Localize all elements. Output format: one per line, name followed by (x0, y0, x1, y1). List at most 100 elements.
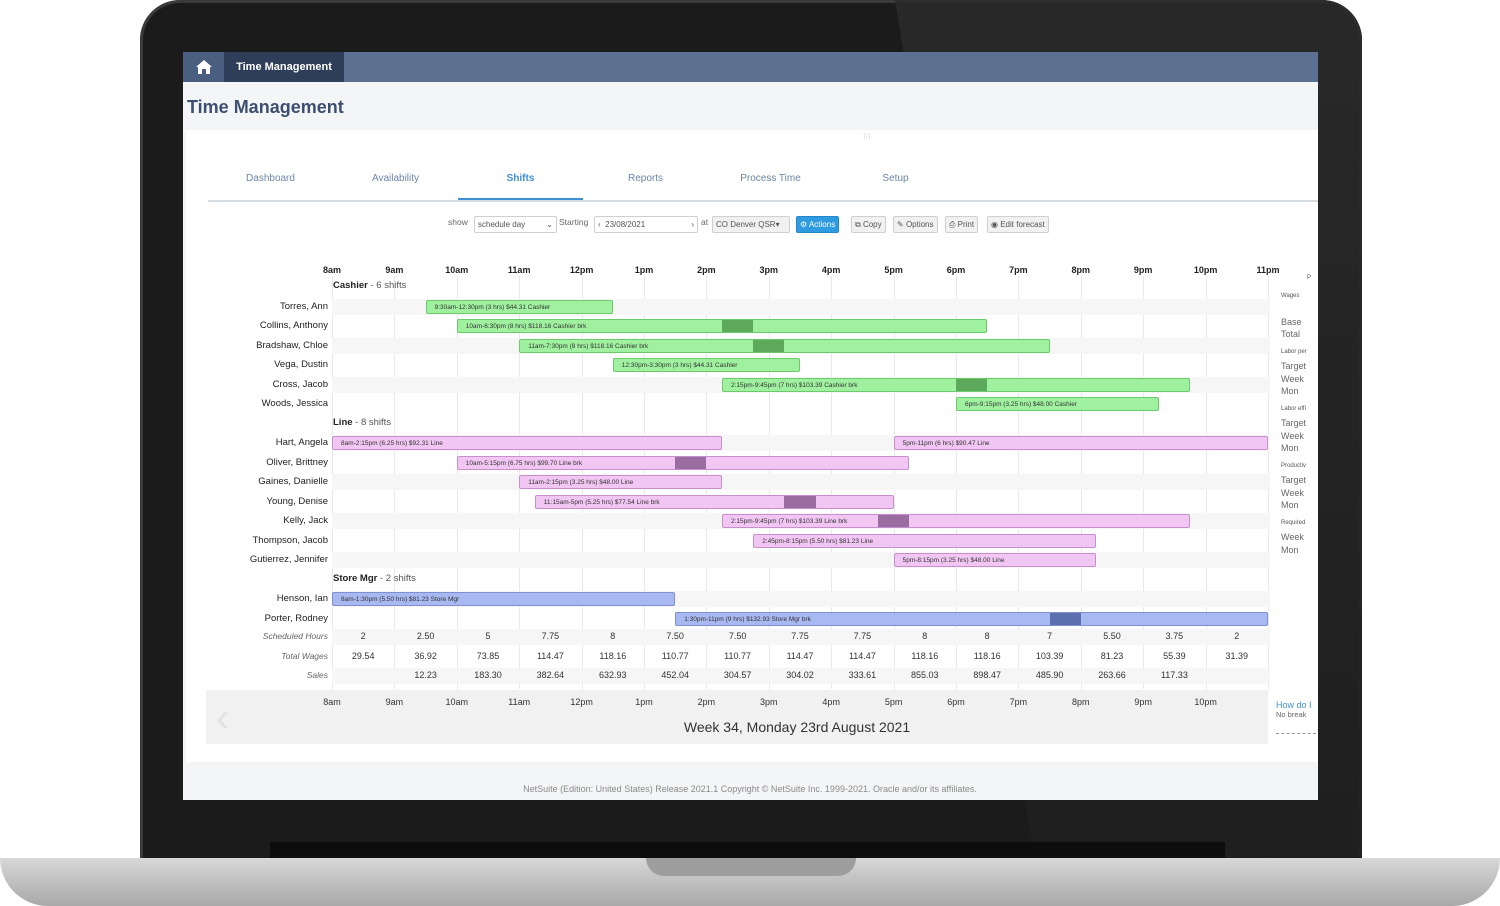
summary-value: 114.47 (848, 650, 876, 661)
tab-availability[interactable]: Availability (371, 173, 420, 184)
employee-name[interactable]: Oliver, Brittney (266, 456, 328, 468)
summary-value: 485.90 (1035, 670, 1064, 680)
shift-break-block (721, 320, 754, 332)
shift-bar[interactable]: 11am-7:30pm (8 hrs) $118.16 Cashier brk (519, 338, 1050, 353)
side-panel-item: Mon (1281, 545, 1299, 555)
shift-bar-label: 1:30pm-11pm (9 hrs) $132.93 Store Mgr br… (684, 615, 811, 623)
print-button[interactable]: ⎙ Print (945, 216, 979, 233)
shift-bar[interactable]: 5pm-11pm (6 hrs) $90.47 Line (893, 436, 1268, 450)
side-panel-item: Labor per (1281, 349, 1307, 355)
shift-break-block (675, 456, 707, 469)
drag-grip-icon[interactable]: ⁝⁝⁝ (863, 132, 871, 141)
tab-process-time[interactable]: Process Time (740, 173, 801, 184)
shift-bar[interactable]: 8am-2:15pm (6.25 hrs) $92.31 Line (332, 436, 722, 450)
employee-name[interactable]: Hart, Angela (275, 437, 328, 448)
tab-bar: Dashboard Availability Shifts Reports Pr… (208, 170, 1318, 202)
shift-bar-label: 2:15pm-9:45pm (7 hrs) $103.39 Cashier br… (731, 381, 858, 389)
shift-bar[interactable]: 6pm-9:15pm (3.25 hrs) $48.00 Cashier (956, 397, 1159, 411)
shift-bar[interactable]: 10am-6:30pm (8 hrs) $118.16 Cashier brk (456, 319, 988, 333)
bottom-hour-label: 2pm (697, 697, 716, 707)
shift-bar[interactable]: 10am-5:15pm (6.75 hrs) $99.70 Line brk (456, 455, 910, 470)
employee-name[interactable]: Gaines, Danielle (258, 476, 328, 487)
caret-down-icon: ▾ (775, 220, 780, 229)
shift-bar[interactable]: 1:30pm-11pm (9 hrs) $132.93 Store Mgr br… (675, 611, 1268, 626)
shift-break-block (956, 378, 988, 391)
employee-name[interactable]: Young, Denise (266, 495, 328, 507)
group-title: Cashier (333, 280, 368, 291)
timeline-footer: ‹ (206, 690, 1268, 744)
employee-name[interactable]: Collins, Anthony (259, 320, 328, 331)
summary-value: 7.75 (853, 631, 872, 641)
at-label: at (701, 217, 709, 227)
group-header-line: Line - 8 shifts (333, 417, 391, 428)
tab-setup[interactable]: Setup (882, 173, 909, 184)
edit-forecast-label: Edit forecast (1000, 220, 1045, 229)
side-panel-item: Mon (1281, 386, 1299, 396)
tab-shifts[interactable]: Shifts (458, 170, 583, 200)
shift-bar[interactable]: 5pm-8:15pm (3.25 hrs) $48.00 Line (893, 553, 1097, 567)
employee-name[interactable]: Bradshaw, Chloe (256, 339, 328, 351)
shift-bar[interactable]: 2:45pm-8:15pm (5.50 hrs) $81.23 Line (753, 533, 1097, 548)
shift-bar[interactable]: 11:15am-5pm (5.25 hrs) $77.54 Line brk (534, 494, 894, 509)
topbar-tab-time-management[interactable]: Time Management (224, 52, 344, 82)
edit-forecast-button[interactable]: ◉ Edit forecast (987, 216, 1049, 233)
employee-name[interactable]: Henson, Ian (276, 593, 328, 604)
show-select[interactable]: schedule day ⌄ (474, 216, 557, 233)
date-picker[interactable]: ‹ 23/08/2021 › (594, 216, 698, 233)
employee-name[interactable]: Thompson, Jacob (252, 534, 328, 546)
summary-value: 8 (984, 631, 990, 641)
hour-label: 9pm (1133, 265, 1153, 275)
side-panel-item: Mon (1281, 443, 1299, 453)
hour-label: 9am (385, 265, 404, 275)
chevron-right-icon[interactable]: › (691, 220, 694, 229)
date-value: 23/08/2021 (605, 220, 646, 229)
employee-name[interactable]: Porter, Rodney (264, 612, 328, 624)
hour-label: 8am (322, 265, 342, 275)
employee-name[interactable]: Cross, Jacob (272, 378, 328, 390)
shift-bar-label: 11am-7:30pm (8 hrs) $118.16 Cashier brk (528, 342, 649, 350)
summary-row-label: Scheduled Hours (262, 631, 328, 641)
bottom-hour-label: 9pm (1134, 697, 1152, 707)
previous-day-arrow-icon[interactable]: ‹ (216, 696, 230, 740)
location-select[interactable]: CO Denver QSR▾ (712, 216, 790, 233)
summary-value: 114.47 (786, 650, 814, 661)
summary-value: 183.30 (474, 670, 502, 680)
side-panel-item: Week (1281, 431, 1304, 441)
summary-value: 632.93 (599, 670, 627, 680)
shift-break-block (784, 495, 816, 508)
help-link[interactable]: How do I (1276, 700, 1312, 710)
side-panel-item: Week (1281, 488, 1304, 498)
employee-name[interactable]: Vega, Dustin (274, 359, 328, 370)
summary-value: 263.66 (1098, 670, 1126, 680)
bottom-hour-label: 9am (385, 697, 404, 707)
summary-value: 452.04 (661, 670, 689, 680)
employee-name[interactable]: Woods, Jessica (261, 398, 328, 409)
home-button[interactable] (183, 52, 224, 82)
side-panel-item: Week (1281, 374, 1304, 384)
bottom-hour-label: 8am (323, 697, 341, 707)
help-input[interactable] (1276, 727, 1316, 734)
hour-label: 3pm (759, 265, 779, 275)
bottom-hour-label: 7pm (1009, 697, 1028, 707)
tab-reports[interactable]: Reports (627, 173, 663, 184)
hour-label: 6pm (946, 265, 966, 275)
shift-bar[interactable]: 11am-2:15pm (3.25 hrs) $48.00 Line (519, 475, 722, 489)
shift-bar[interactable]: 9:30am-12:30pm (3 hrs) $44.31 Cashier (425, 299, 613, 314)
employee-name[interactable]: Gutierrez, Jennifer (249, 554, 328, 565)
summary-row-label: Total Wages (281, 650, 328, 661)
employee-name[interactable]: Torres, Ann (279, 300, 328, 312)
hour-label: 10am (445, 265, 469, 275)
shift-bar-label: 5pm-8:15pm (3.25 hrs) $48.00 Line (902, 557, 1005, 564)
shift-bar[interactable]: 2:15pm-9:45pm (7 hrs) $103.39 Cashier br… (722, 377, 1190, 392)
shift-bar[interactable]: 12:30pm-3:30pm (3 hrs) $44.31 Cashier (612, 358, 800, 372)
shift-bar[interactable]: 8am-1:30pm (5.50 hrs) $81.23 Store Mgr (332, 592, 676, 606)
hour-label: 4pm (821, 265, 841, 275)
shift-bar[interactable]: 2:15pm-9:45pm (7 hrs) $103.39 Line brk (722, 514, 1190, 528)
chevron-left-icon[interactable]: ‹ (598, 220, 601, 229)
employee-name[interactable]: Kelly, Jack (283, 515, 328, 526)
tab-dashboard[interactable]: Dashboard (246, 173, 295, 184)
side-panel-item: Mon (1281, 500, 1299, 510)
actions-button[interactable]: ⚙ Actions (796, 216, 840, 233)
copy-button[interactable]: ⧉ Copy (851, 216, 886, 233)
options-button[interactable]: ✎ Options (893, 216, 938, 233)
